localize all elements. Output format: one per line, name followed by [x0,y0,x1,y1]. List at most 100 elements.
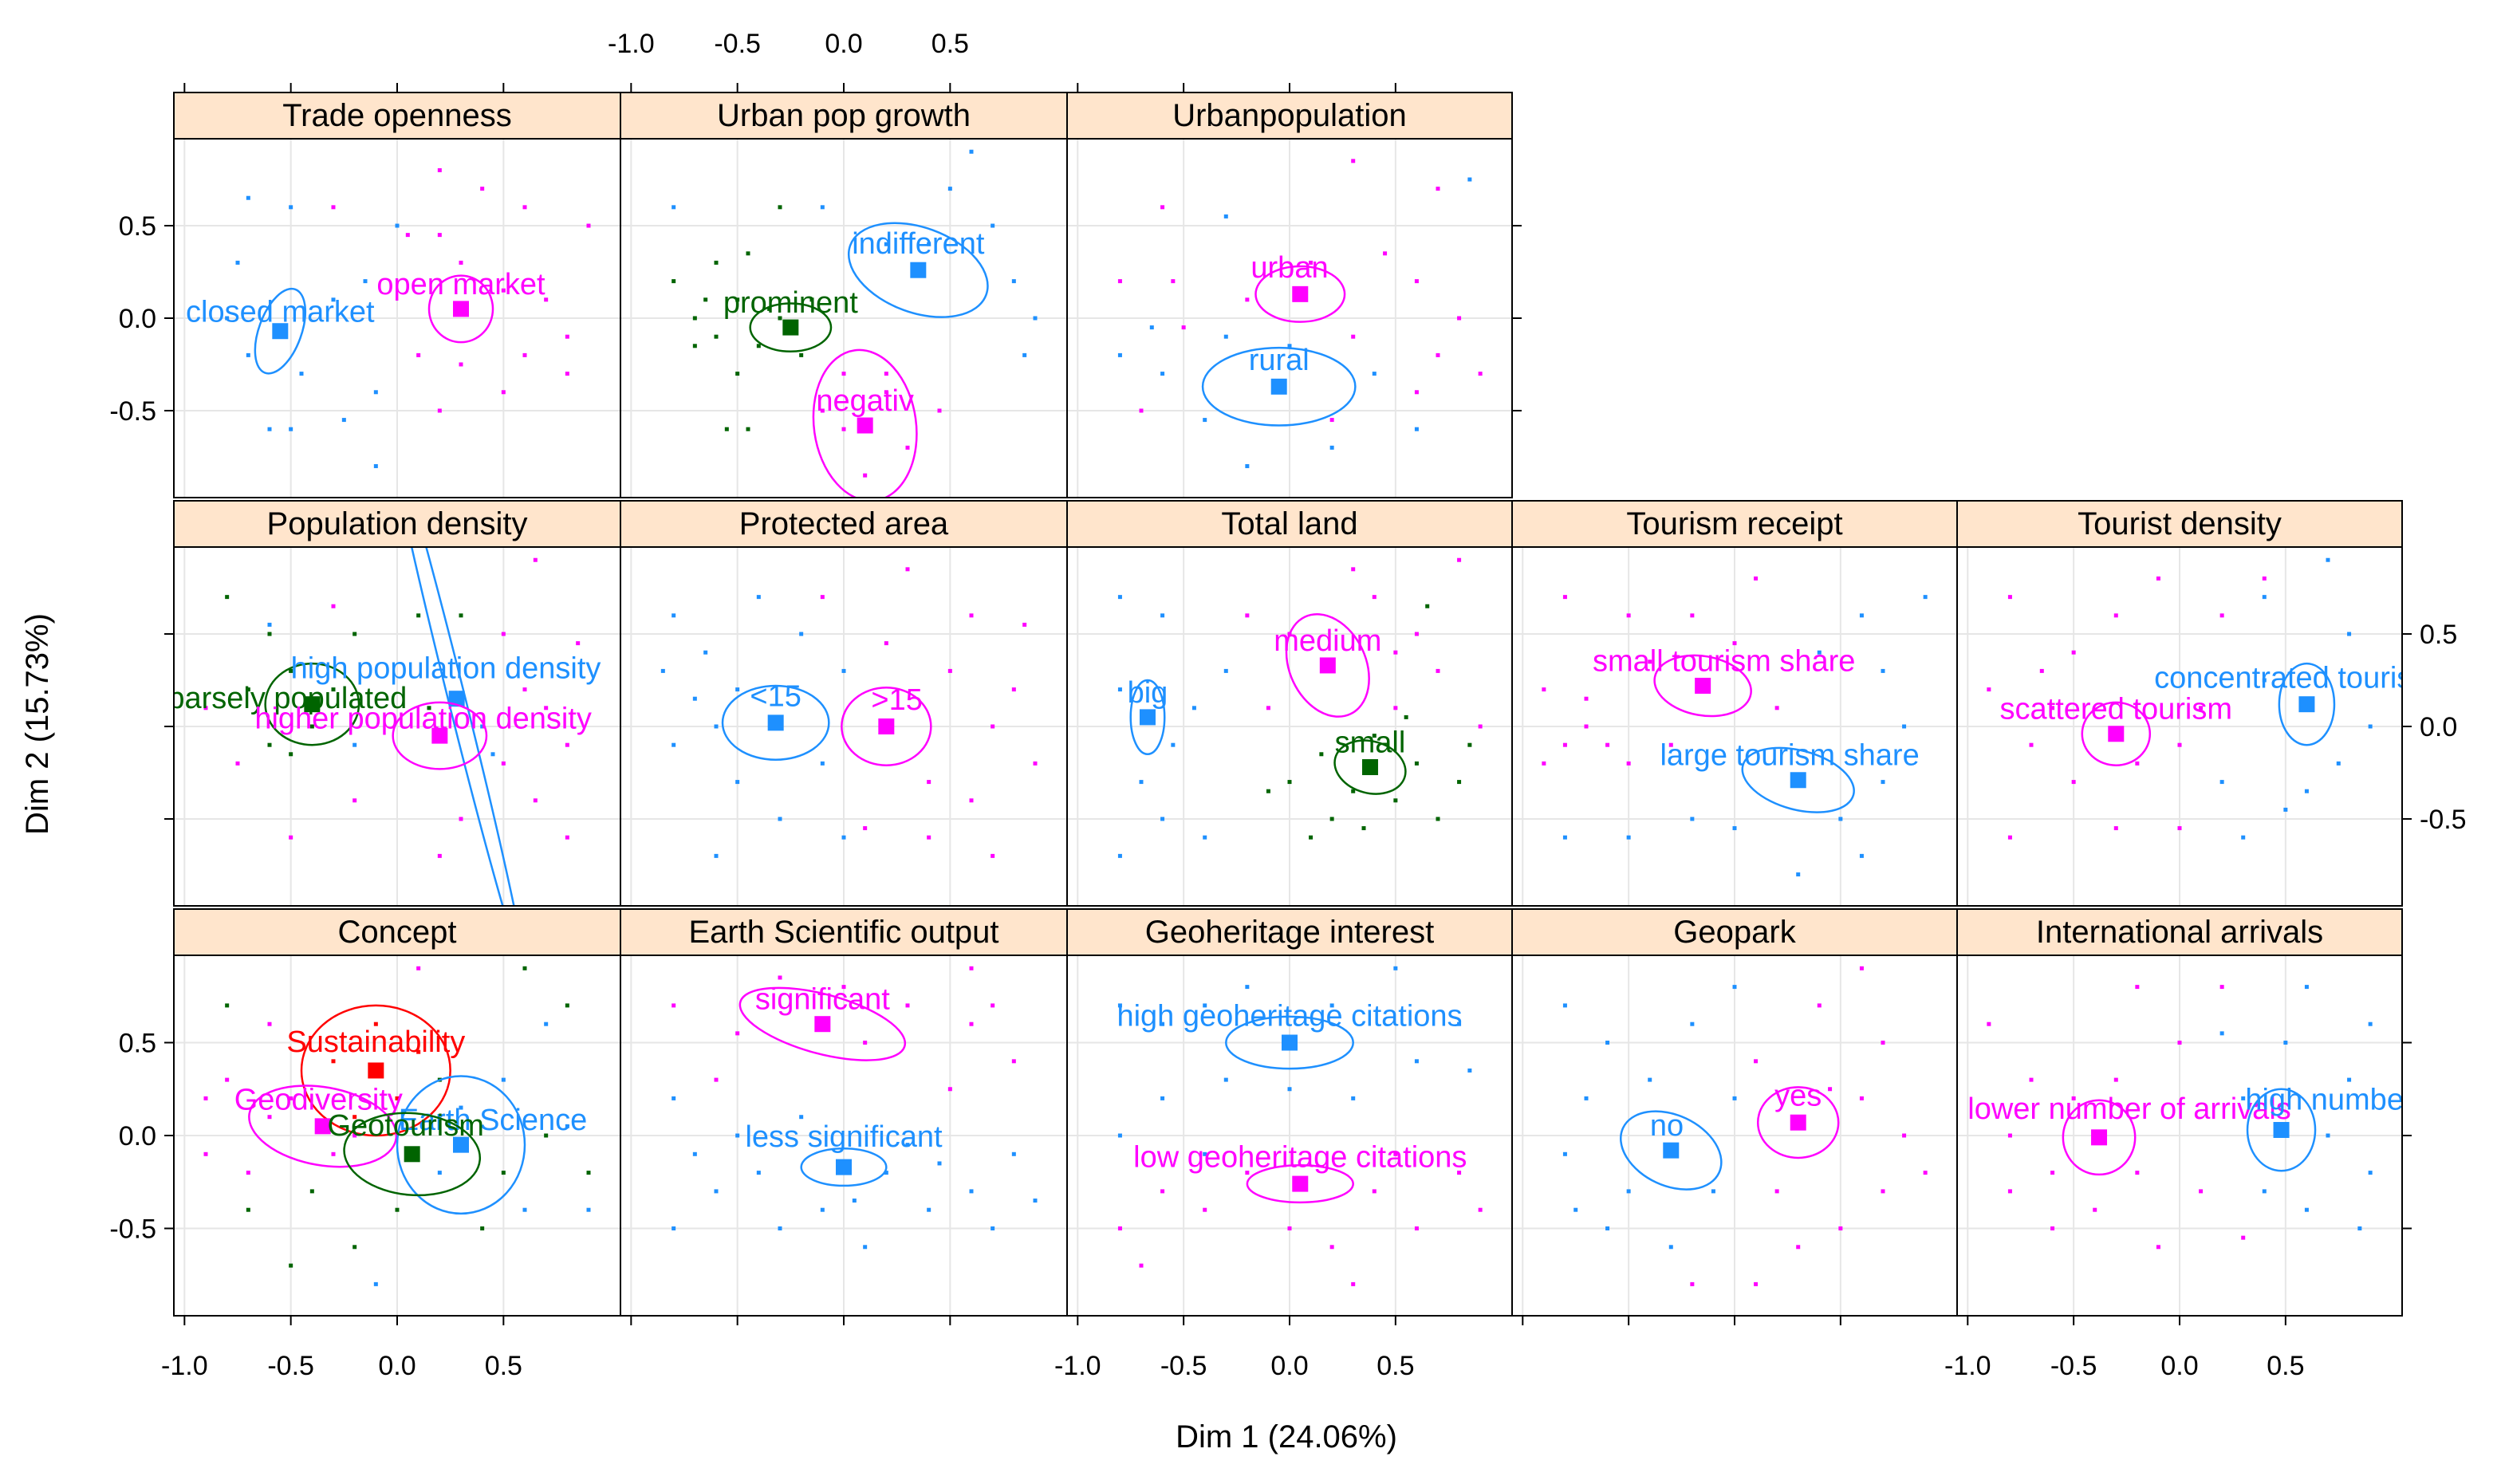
confidence-ellipse [1333,739,1407,795]
data-point [714,260,719,265]
x-axis-col-4: -1.0 -0.5 0.0 0.5 [1944,1316,2304,1381]
confidence-ellipse [2081,701,2152,766]
panel-title: Population density [267,506,528,541]
panel-strip [1066,92,1513,140]
data-point [2029,1077,2034,1082]
data-point [2304,985,2309,990]
data-point [246,1207,250,1212]
category-centroid [1790,1114,1806,1131]
category-label: significant [755,983,890,1017]
data-point [1774,1189,1779,1194]
data-point [1011,1151,1016,1156]
panel-grid [174,547,620,906]
data-point [692,696,697,701]
data-point [501,632,506,636]
data-point [1203,1207,1207,1212]
data-point [225,1003,230,1008]
data-point [1203,1151,1207,1156]
data-point [1457,1171,1462,1175]
data-point [1668,1245,1673,1250]
category-label: lower number of arrivals [1967,1092,2290,1126]
data-point [2177,742,2182,747]
data-point [2071,650,2076,655]
data-point [1478,1207,1483,1212]
panel-grid [1067,139,1512,498]
x-axis-col-3 [1522,1316,1841,1325]
data-point [1287,1226,1292,1230]
confidence-ellipse [1246,1164,1354,1204]
data-point [884,242,888,246]
data-point [1796,872,1801,877]
data-point [672,742,676,747]
data-point [1414,1059,1419,1064]
category-centroid [782,319,799,336]
data-point [416,966,421,970]
confidence-ellipse [721,684,830,762]
category-label: indifferent [852,227,985,261]
data-point [2262,678,2267,683]
data-point [2071,1096,2076,1100]
category-centroid [1292,1175,1309,1192]
data-point [2071,780,2076,785]
confidence-ellipse [343,1112,482,1197]
data-point [437,853,442,858]
data-point [799,352,804,357]
data-point [991,724,995,729]
data-point [1732,641,1737,646]
category-label: urban [1250,251,1328,285]
data-point [289,752,293,757]
data-point [331,205,336,210]
data-point [1245,985,1250,990]
data-point [1117,279,1122,284]
data-point [267,742,272,747]
data-point [746,251,750,256]
data-point [1605,742,1610,747]
data-point [522,205,527,210]
data-point [501,1077,506,1082]
data-point [969,613,974,618]
data-point [1393,650,1398,655]
data-point [1881,780,1885,785]
data-point [1329,445,1334,450]
data-point [1457,316,1462,321]
data-point [1223,214,1228,218]
data-point [1732,1096,1737,1100]
data-point [799,1115,804,1120]
data-point [1117,853,1122,858]
data-point [991,1003,995,1008]
data-point [1817,1003,1822,1008]
data-point [927,242,931,246]
data-point [437,233,442,238]
confidence-ellipse [2062,1099,2137,1176]
data-point [2219,1031,2224,1036]
data-point [1467,177,1472,182]
data-point [1372,734,1377,738]
data-point [501,390,506,395]
panel-urbgrowth: Urban pop growth indifferent prominent nega… [620,92,1068,498]
data-point [2357,1226,2362,1230]
data-point [522,352,527,357]
data-point [692,344,697,348]
data-point [309,724,314,729]
data-point [1117,1003,1122,1008]
data-point [672,279,676,284]
y-tick-label: 0.5 [119,1029,156,1059]
data-point [395,223,400,228]
data-point [809,297,814,302]
data-point [1754,1281,1759,1286]
data-point [2347,1077,2352,1082]
data-point [714,724,719,729]
panel-grid [1957,547,2402,906]
data-point [1011,279,1016,284]
category-centroid [878,718,895,734]
data-point [416,613,421,618]
data-point [905,567,910,572]
confidence-ellipse [1225,1015,1354,1070]
x-tick-label: -0.5 [2050,1351,2097,1381]
data-point [672,1226,676,1230]
category-label: medium [1274,624,1381,658]
data-point [373,464,378,469]
